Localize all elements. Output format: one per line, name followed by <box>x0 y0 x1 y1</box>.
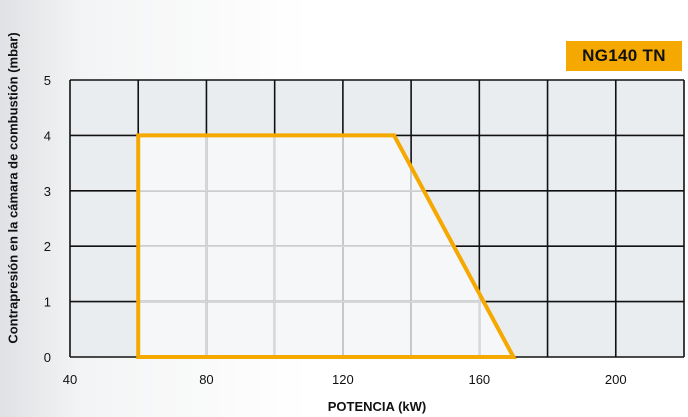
x-tick-label: 160 <box>468 372 490 387</box>
y-tick-label: 1 <box>44 295 51 310</box>
region-inner-grid <box>138 135 514 357</box>
y-axis-label: Contrapresión en la cámara de combustión… <box>5 32 21 344</box>
x-tick-label: 80 <box>199 372 213 387</box>
y-tick-label: 2 <box>44 239 51 254</box>
x-tick-label: 120 <box>332 372 354 387</box>
y-tick-label: 5 <box>44 73 51 88</box>
x-tick-label: 200 <box>605 372 627 387</box>
operating-region-outline <box>136 133 517 359</box>
model-badge: NG140 TN <box>566 41 682 71</box>
y-tick-label: 0 <box>44 350 51 365</box>
y-tick-label: 3 <box>44 184 51 199</box>
x-axis-label: POTENCIA (kW) <box>327 399 427 414</box>
y-tick-label: 4 <box>44 128 51 143</box>
x-tick-label: 40 <box>63 372 77 387</box>
plot-area: 40 80 120 160 200 0 1 2 3 4 5 <box>44 73 685 387</box>
